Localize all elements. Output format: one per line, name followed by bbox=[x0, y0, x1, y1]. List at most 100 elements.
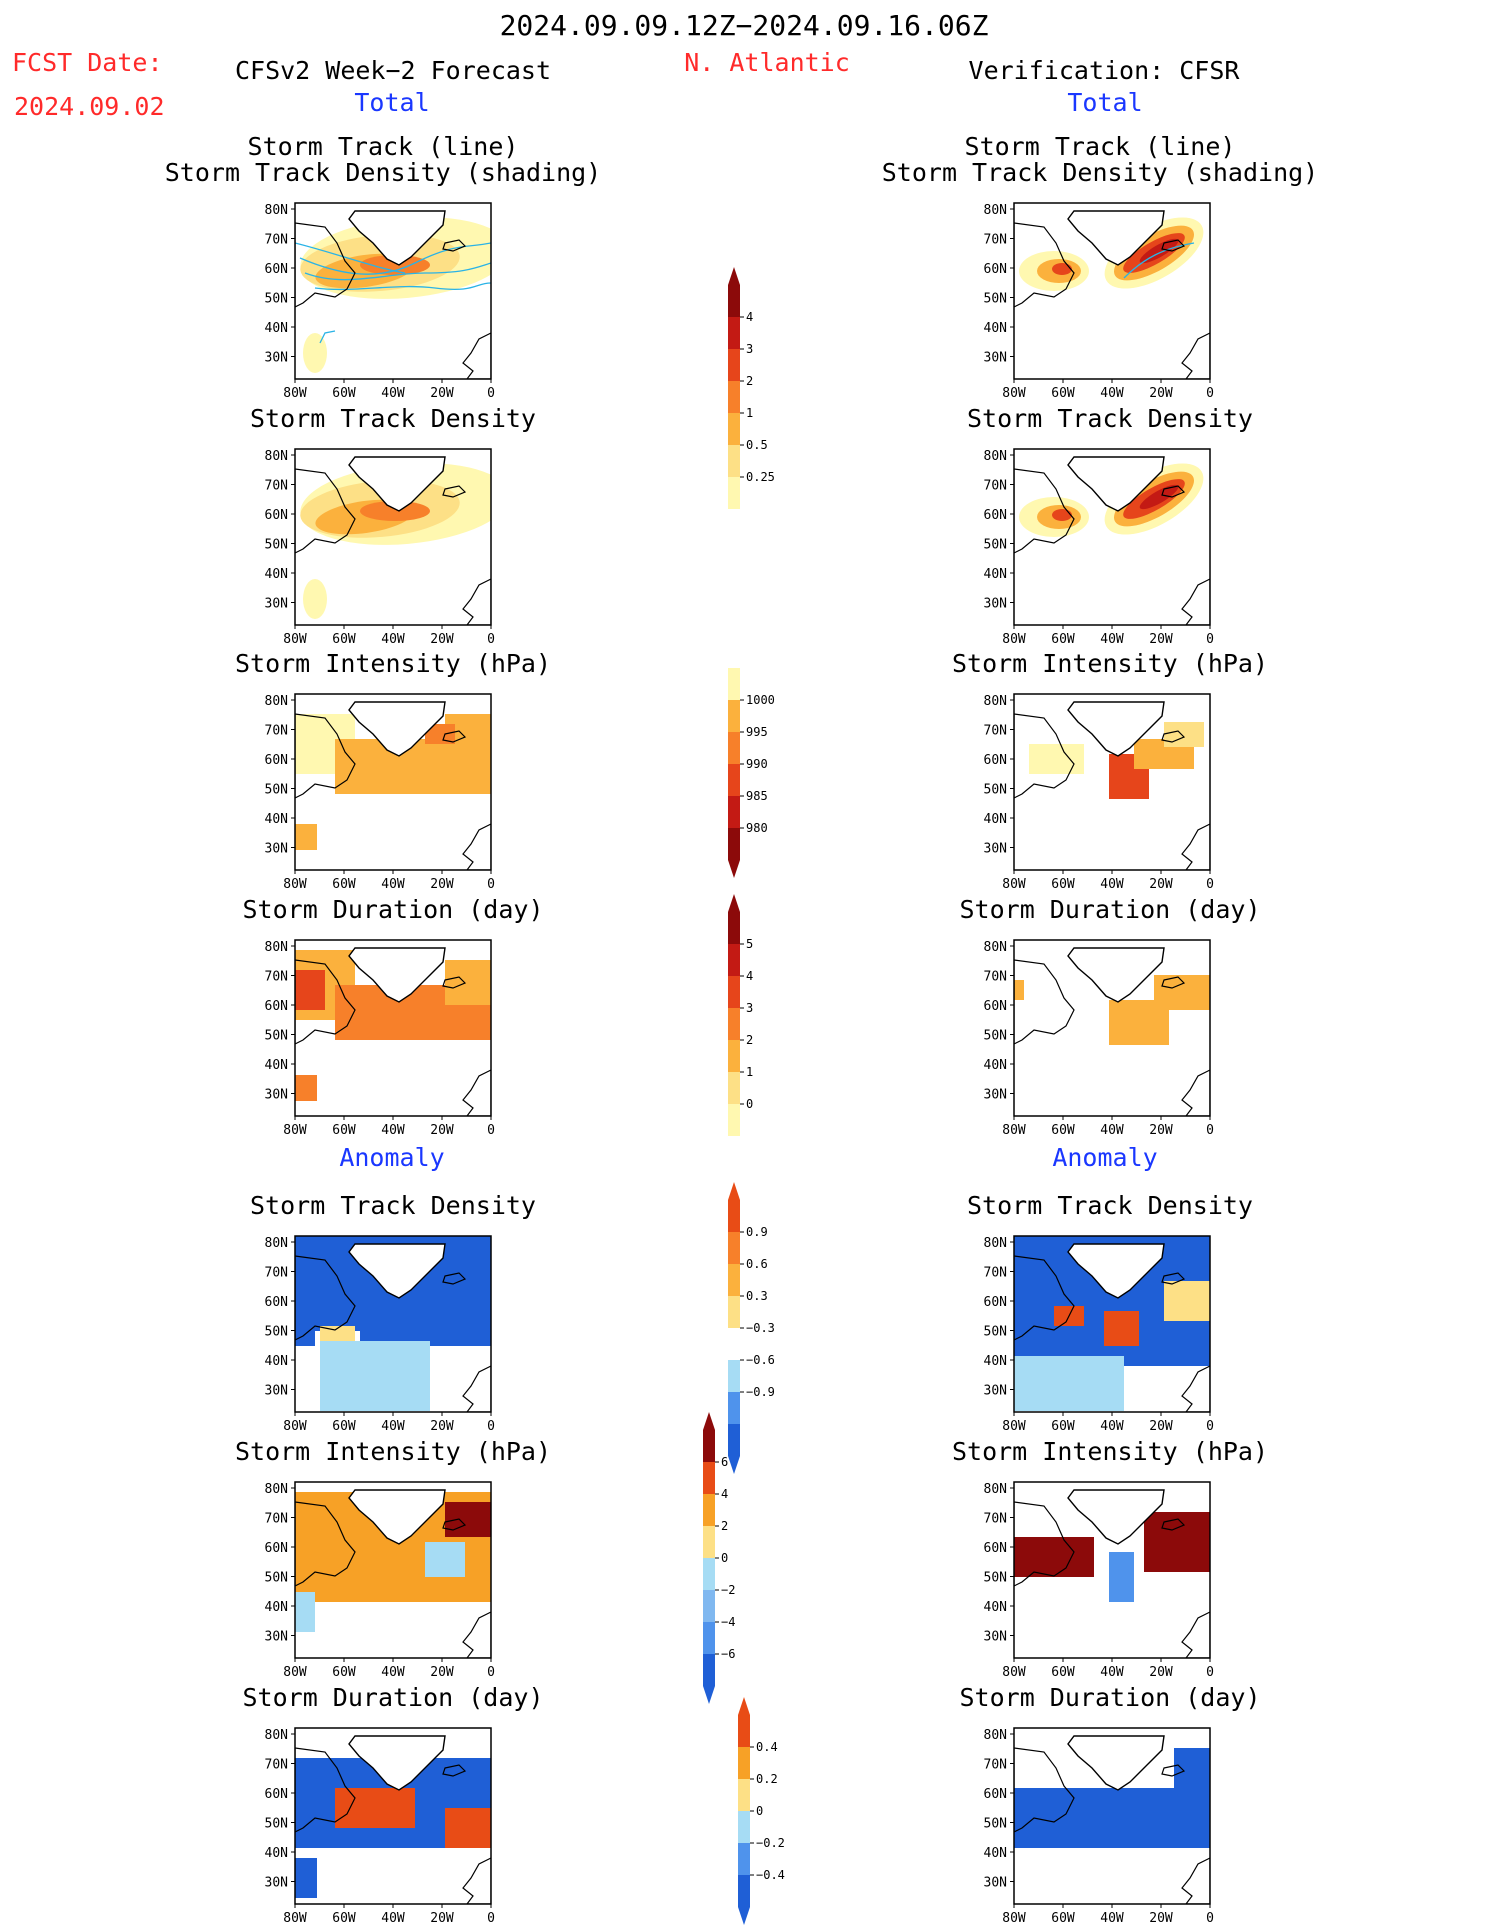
colorbar-swatch bbox=[703, 1494, 715, 1526]
panel-title-track-shading-right: Storm Track Density (shading) bbox=[881, 158, 1319, 187]
lat-label: 50N bbox=[265, 783, 288, 798]
shading-blob bbox=[1139, 238, 1179, 264]
lat-label: 30N bbox=[984, 1876, 1007, 1891]
lon-label: 0 bbox=[1206, 1911, 1214, 1926]
shading-cell bbox=[1164, 1281, 1210, 1321]
lat-label: 70N bbox=[265, 233, 288, 248]
lat-label: 80N bbox=[984, 1482, 1007, 1497]
colorbar-svg: 6 4 2 0 −2 −4 −6 bbox=[703, 1412, 735, 1704]
colorbar-label: 980 bbox=[746, 821, 768, 835]
coastline-europe-africa bbox=[462, 1365, 491, 1412]
colorbar-swatch bbox=[703, 1590, 715, 1622]
map-plot-area: 80N 70N 60N 50N 40N 30N 80W 60W 40W 20W 0 bbox=[265, 1481, 495, 1680]
map-svg: 80N 70N 60N 50N 40N 30N 80W 60W 40W 20W 0 bbox=[984, 939, 1214, 1138]
coastline-north-america bbox=[295, 468, 356, 554]
lon-label: 0 bbox=[1206, 386, 1214, 401]
colorbar-swatch bbox=[728, 1232, 740, 1264]
right-anomaly-label: Anomaly bbox=[1052, 1143, 1158, 1172]
lat-label: 40N bbox=[984, 567, 1007, 582]
lon-label: 0 bbox=[1206, 877, 1214, 892]
colorbar-arrow-bottom bbox=[728, 860, 740, 878]
colorbar-arrow-top bbox=[703, 1412, 715, 1430]
lat-label: 80N bbox=[984, 203, 1007, 218]
lat-label: 50N bbox=[984, 292, 1007, 307]
coastline-iceland bbox=[1161, 976, 1186, 989]
lat-label: 60N bbox=[984, 1787, 1007, 1802]
coastline-greenland bbox=[1067, 1243, 1165, 1299]
lon-label: 40W bbox=[381, 1911, 405, 1926]
map-svg: 80N 70N 60N 50N 40N 30N 80W 60W 40W 20W 0 bbox=[984, 1481, 1214, 1680]
coastline-iceland bbox=[442, 485, 467, 498]
lat-label: 30N bbox=[984, 351, 1007, 366]
lat-label: 40N bbox=[265, 812, 288, 827]
lat-label: 50N bbox=[265, 538, 288, 553]
map-svg: 80N 70N 60N 50N 40N 30N 80W 60W 40W 20W 0 bbox=[984, 693, 1214, 892]
colorbar-duration-anom: 0.4 0.2 0 −0.2 −0.4 bbox=[736, 1695, 796, 1931]
lon-label: 80W bbox=[1002, 1665, 1026, 1680]
lat-label: 40N bbox=[265, 1846, 288, 1861]
coastline-north-america bbox=[295, 713, 356, 799]
lat-label: 70N bbox=[984, 479, 1007, 494]
lat-label: 80N bbox=[984, 1728, 1007, 1743]
map-shading-layer bbox=[295, 1489, 491, 1658]
colorbar-arrow-top bbox=[738, 1697, 750, 1715]
colorbar-svg: 0.4 0.2 0 −0.2 −0.4 bbox=[738, 1697, 785, 1925]
lon-label: 20W bbox=[1149, 877, 1173, 892]
colorbar-swatch bbox=[738, 1811, 750, 1843]
colorbar-swatch bbox=[728, 1200, 740, 1232]
lat-label: 50N bbox=[984, 1817, 1007, 1832]
lon-label: 40W bbox=[1100, 1665, 1124, 1680]
lat-label: 60N bbox=[265, 262, 288, 277]
map-svg: 80N 70N 60N 50N 40N 30N 80W 60W 40W 20W 0 bbox=[984, 448, 1214, 647]
lat-label: 60N bbox=[265, 1541, 288, 1556]
map-shading-layer bbox=[1014, 947, 1210, 1116]
coastline-iceland bbox=[442, 976, 467, 989]
lat-label: 60N bbox=[984, 753, 1007, 768]
panel-title-duration-anom-left: Storm Duration (day) bbox=[242, 1683, 544, 1712]
lon-label: 0 bbox=[487, 877, 495, 892]
lat-label: 80N bbox=[265, 1482, 288, 1497]
lon-label: 20W bbox=[430, 1911, 454, 1926]
lon-label: 80W bbox=[1002, 1419, 1026, 1434]
colorbar-swatch bbox=[738, 1843, 750, 1875]
lon-label: 40W bbox=[1100, 386, 1124, 401]
lat-label: 50N bbox=[265, 1325, 288, 1340]
coastline-europe-africa bbox=[462, 332, 491, 379]
map-plot-area: 80N 70N 60N 50N 40N 30N 80W 60W 40W 20W 0 bbox=[984, 448, 1214, 647]
colorbar-swatch bbox=[728, 912, 740, 944]
colorbar-swatch bbox=[728, 317, 740, 349]
shading-blob bbox=[360, 255, 430, 275]
lat-label: 50N bbox=[984, 1325, 1007, 1340]
map-shading-layer bbox=[1014, 1236, 1210, 1412]
lon-label: 60W bbox=[332, 632, 356, 647]
colorbar-swatch bbox=[728, 1104, 740, 1136]
panel-title-density-right: Storm Track Density bbox=[967, 404, 1253, 433]
coastline-iceland bbox=[1161, 1764, 1186, 1777]
coastline-iceland bbox=[1161, 1272, 1186, 1285]
shading-cell bbox=[1014, 1537, 1094, 1577]
colorbar-label: 0.3 bbox=[746, 1289, 768, 1303]
lat-label: 80N bbox=[265, 1236, 288, 1251]
lon-label: 60W bbox=[332, 1123, 356, 1138]
colorbar-label: 2 bbox=[721, 1519, 728, 1533]
lat-label: 40N bbox=[984, 812, 1007, 827]
map-plot-area: 80N 70N 60N 50N 40N 30N 80W 60W 40W 20W 0 bbox=[265, 202, 495, 401]
lon-label: 40W bbox=[381, 877, 405, 892]
shading-cell bbox=[1164, 722, 1204, 747]
panel-title-density-left: Storm Track Density bbox=[250, 404, 536, 433]
colorbar-label: 3 bbox=[746, 342, 753, 356]
panel-title-duration-anom-right: Storm Duration (day) bbox=[959, 1683, 1261, 1712]
colorbar-swatch bbox=[738, 1875, 750, 1907]
panel-title-track-line-left: Storm Track (line) bbox=[247, 132, 519, 161]
coastline-iceland bbox=[1161, 730, 1186, 743]
map-shading-layer bbox=[1014, 456, 1210, 625]
map-svg: 80N 70N 60N 50N 40N 30N 80W 60W 40W 20W 0 bbox=[984, 1727, 1214, 1926]
lat-label: 70N bbox=[265, 1512, 288, 1527]
lat-label: 50N bbox=[984, 1029, 1007, 1044]
map-shading-layer bbox=[295, 701, 491, 870]
shading-blob bbox=[1139, 484, 1179, 510]
map-shading-layer bbox=[295, 1236, 491, 1412]
map-plot-area: 80N 70N 60N 50N 40N 30N 80W 60W 40W 20W 0 bbox=[265, 448, 495, 647]
lat-label: 50N bbox=[265, 1817, 288, 1832]
lon-label: 80W bbox=[283, 1123, 307, 1138]
